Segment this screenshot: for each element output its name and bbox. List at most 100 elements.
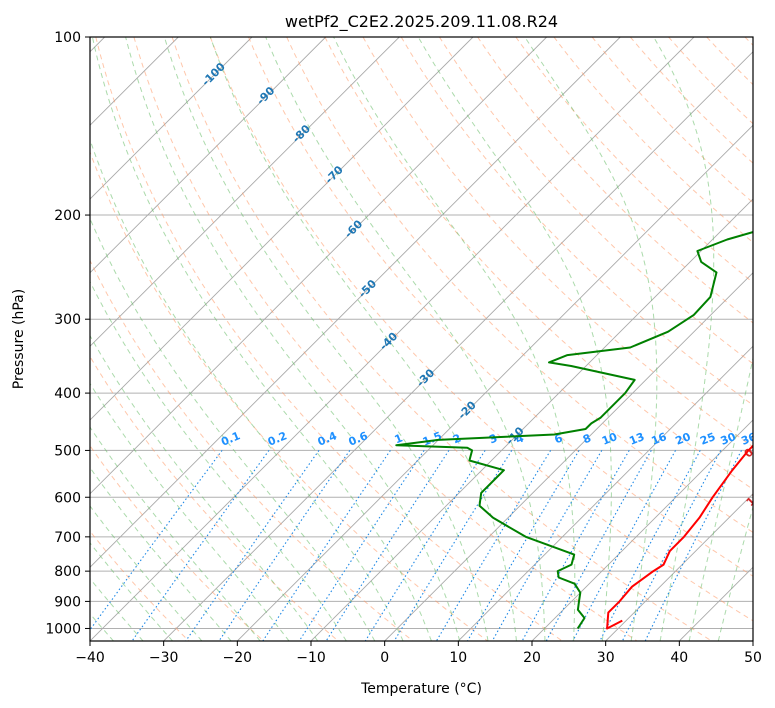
- mixing-ratio-label: 0.4: [316, 429, 339, 448]
- x-tick-label: 10: [449, 650, 467, 666]
- mixing-ratio-line: [298, 450, 425, 641]
- dry-adiabat-line: [706, 37, 753, 86]
- y-tick-label: 700: [54, 530, 81, 546]
- moist-adiabat-line: [125, 37, 461, 641]
- chart-title: wetPf2_C2E2.2025.209.11.08.R24: [285, 12, 558, 32]
- mixing-ratio-line: [393, 450, 513, 641]
- mixing-ratio-label: 36: [739, 430, 758, 448]
- x-tick-label: 20: [523, 650, 541, 666]
- mixing-ratio-label: 20: [674, 430, 693, 448]
- dry-adiabat-label: -60: [342, 217, 365, 240]
- mixing-ratio-label: 16: [649, 430, 668, 448]
- moist-adiabat-label: 20: [751, 524, 771, 544]
- mixing-ratio-line: [218, 450, 351, 641]
- y-tick-label: 1000: [45, 622, 81, 638]
- dry-adiabat-line: [90, 150, 488, 641]
- dry-adiabat-line: [362, 37, 753, 448]
- mixing-ratio-label: 25: [698, 430, 717, 448]
- dry-adiabat-label: -20: [456, 398, 479, 421]
- moist-adiabat-line: [524, 37, 658, 641]
- mixing-ratio-line: [131, 450, 270, 641]
- x-tick-label: 30: [597, 650, 615, 666]
- isotherm-line: [90, 37, 327, 274]
- dry-adiabat-label: -90: [254, 84, 277, 107]
- moist-adiabat-label: 0: [742, 445, 757, 460]
- dry-adiabat-line: [477, 37, 753, 324]
- mixing-ratio-line: [90, 450, 223, 631]
- x-tick-label: −40: [75, 650, 105, 666]
- dry-adiabat-line: [90, 355, 339, 641]
- mixing-ratio-line: [364, 450, 486, 641]
- mixing-ratio-label: 3: [487, 431, 499, 446]
- dry-adiabat-label: -80: [290, 122, 313, 145]
- x-tick-label: 50: [744, 650, 762, 666]
- x-axis-title: Temperature (°C): [360, 681, 482, 697]
- y-tick-label: 500: [54, 443, 81, 459]
- dry-adiabat-line: [90, 530, 190, 641]
- dewpoint-profile-line: [395, 231, 753, 630]
- dry-adiabat-line: [629, 37, 753, 164]
- y-tick-label: 600: [54, 490, 81, 506]
- y-tick-label: 900: [54, 594, 81, 610]
- isotherm-line: [457, 345, 753, 641]
- dry-adiabat-label: -30: [414, 366, 437, 389]
- mixing-ratio-line: [491, 450, 603, 641]
- dry-adiabat-label: -50: [356, 277, 379, 300]
- mixing-ratio-line: [599, 450, 701, 641]
- moist-adiabat-line: [91, 37, 432, 641]
- dry-adiabat-line: [248, 37, 753, 577]
- y-tick-label: 100: [54, 30, 81, 46]
- isotherm-line: [90, 37, 621, 568]
- dry-adiabat-line: [90, 444, 264, 641]
- plot-frame: [89, 36, 754, 642]
- mixing-ratio-label: 13: [627, 430, 646, 448]
- dry-adiabat-line: [209, 37, 753, 622]
- mixing-ratio-label: 0.1: [219, 429, 242, 448]
- dry-adiabat-line: [90, 259, 414, 641]
- moist-adiabat-line: [90, 542, 173, 641]
- temperature-profile-line: [606, 444, 753, 630]
- x-tick-label: −20: [223, 650, 253, 666]
- x-tick-label: −30: [149, 650, 179, 666]
- moist-adiabat-line: [163, 37, 489, 641]
- dry-adiabat-line: [668, 37, 753, 125]
- isotherm-line: [531, 419, 753, 641]
- mixing-ratio-line: [435, 450, 552, 641]
- mixing-ratio-label: 10: [600, 430, 619, 448]
- isotherm-line: [90, 37, 474, 421]
- isotherm-line: [605, 493, 753, 641]
- moist-adiabat-line: [333, 37, 576, 641]
- mixing-ratio-line: [185, 450, 320, 641]
- x-tick-label: −10: [296, 650, 326, 666]
- dry-adiabat-line: [133, 37, 638, 641]
- mixing-ratio-line: [467, 450, 580, 641]
- dry-adiabat-label: -100: [199, 60, 228, 89]
- dry-adiabat-line: [286, 37, 753, 533]
- isotherm-line: [163, 51, 753, 641]
- dry-adiabat-line: [171, 37, 712, 641]
- mixing-ratio-line: [621, 450, 722, 641]
- y-tick-label: 800: [54, 564, 81, 580]
- mixing-ratio-line: [572, 450, 676, 641]
- dry-adiabat-label: -40: [377, 329, 400, 352]
- moist-adiabat-label: 40: [768, 583, 775, 603]
- dry-adiabat-line: [95, 37, 563, 641]
- moist-adiabat-line: [90, 577, 144, 641]
- mixing-ratio-label: 1: [393, 431, 405, 446]
- dry-adiabat-line: [515, 37, 753, 284]
- isotherm-line: [678, 566, 753, 641]
- isotherm-line: [752, 640, 753, 641]
- dry-adiabat-line: [591, 37, 753, 204]
- isotherm-line: [310, 198, 753, 641]
- moist-adiabat-line: [265, 37, 546, 641]
- moist-adiabat-line: [90, 334, 319, 641]
- moist-adiabat-line: [90, 426, 261, 641]
- mixing-ratio-line: [521, 450, 630, 641]
- moist-adiabat-line: [90, 382, 290, 641]
- isotherm-line: [384, 272, 753, 641]
- moist-adiabat-line: [653, 37, 715, 641]
- moist-adiabat-line: [688, 355, 753, 641]
- mixing-ratio-label: 8: [581, 431, 593, 446]
